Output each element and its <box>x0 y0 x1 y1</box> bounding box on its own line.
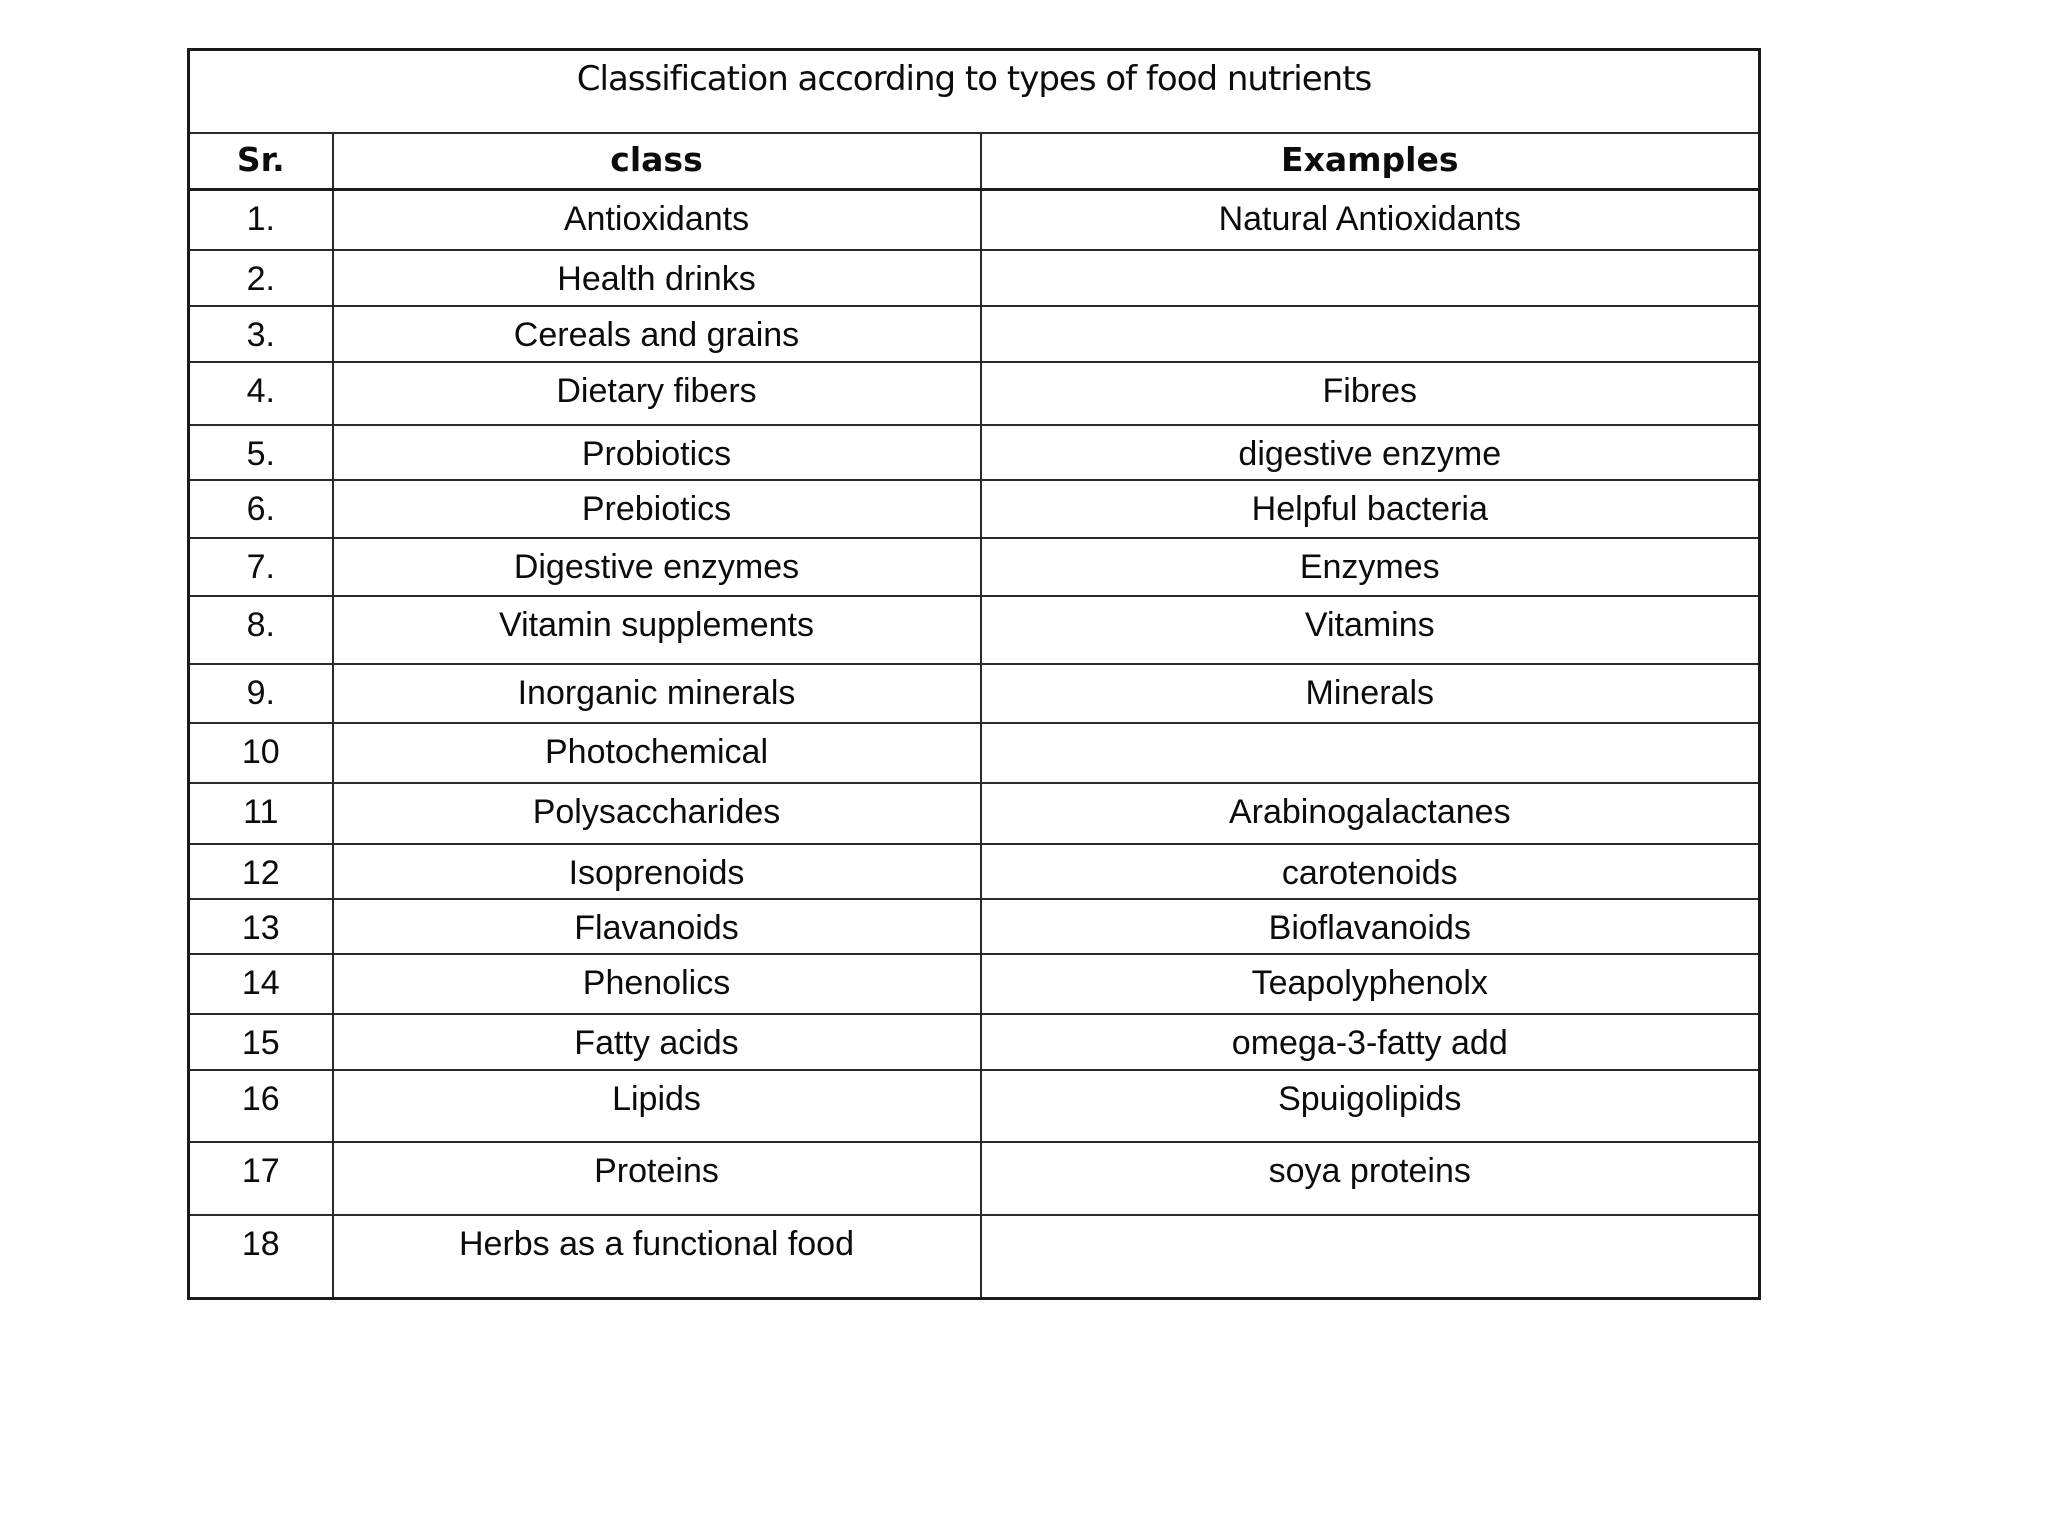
cell-class: Polysaccharides <box>331 781 982 845</box>
cell-example: Enzymes <box>979 536 1761 597</box>
cell-example: Fibres <box>979 360 1761 426</box>
cell-sr: 11 <box>187 781 334 845</box>
cell-sr: 9. <box>187 662 334 724</box>
column-header-sr: Sr. <box>187 131 334 191</box>
cell-sr: 3. <box>187 304 334 363</box>
cell-class: Inorganic minerals <box>331 662 982 724</box>
table-row: 14 Phenolics Teapolyphenolx <box>187 952 1761 1015</box>
cell-example <box>979 721 1761 784</box>
table-row: 18 Herbs as a functional food <box>187 1213 1761 1300</box>
cell-class: Cereals and grains <box>331 304 982 363</box>
table-row: 15 Fatty acids omega-3-fatty add <box>187 1012 1761 1071</box>
cell-example: carotenoids <box>979 842 1761 900</box>
cell-class: Proteins <box>331 1140 982 1216</box>
table-row: 2. Health drinks <box>187 248 1761 307</box>
cell-sr: 6. <box>187 478 334 539</box>
cell-example: digestive enzyme <box>979 423 1761 481</box>
table-row: 12 Isoprenoids carotenoids <box>187 842 1761 900</box>
table-row: 1. Antioxidants Natural Antioxidants <box>187 188 1761 251</box>
cell-sr: 1. <box>187 188 334 251</box>
table-row: 7. Digestive enzymes Enzymes <box>187 536 1761 597</box>
table-row: 11 Polysaccharides Arabinogalactanes <box>187 781 1761 845</box>
cell-sr: 4. <box>187 360 334 426</box>
cell-example: Arabinogalactanes <box>979 781 1761 845</box>
table-row: 17 Proteins soya proteins <box>187 1140 1761 1216</box>
cell-sr: 10 <box>187 721 334 784</box>
table-row: 8. Vitamin supplements Vitamins <box>187 594 1761 665</box>
cell-example: Helpful bacteria <box>979 478 1761 539</box>
table-row: 13 Flavanoids Bioflavanoids <box>187 897 1761 955</box>
cell-example <box>979 248 1761 307</box>
table-row: 10 Photochemical <box>187 721 1761 784</box>
cell-class: Fatty acids <box>331 1012 982 1071</box>
cell-example: Teapolyphenolx <box>979 952 1761 1015</box>
cell-class: Antioxidants <box>331 188 982 251</box>
cell-sr: 8. <box>187 594 334 665</box>
cell-example <box>979 1213 1761 1300</box>
cell-class: Lipids <box>331 1068 982 1143</box>
cell-class: Vitamin supplements <box>331 594 982 665</box>
title-row: Classification according to types of foo… <box>187 48 1761 134</box>
cell-sr: 5. <box>187 423 334 481</box>
cell-example <box>979 304 1761 363</box>
cell-class: Digestive enzymes <box>331 536 982 597</box>
cell-class: Photochemical <box>331 721 982 784</box>
cell-sr: 14 <box>187 952 334 1015</box>
table-row: 3. Cereals and grains <box>187 304 1761 363</box>
table-row: 4. Dietary fibers Fibres <box>187 360 1761 426</box>
table-title: Classification according to types of foo… <box>187 48 1761 134</box>
cell-class: Herbs as a functional food <box>331 1213 982 1300</box>
cell-class: Dietary fibers <box>331 360 982 426</box>
cell-sr: 13 <box>187 897 334 955</box>
cell-example: soya proteins <box>979 1140 1761 1216</box>
cell-sr: 7. <box>187 536 334 597</box>
header-row: Sr. class Examples <box>187 131 1761 191</box>
cell-example: omega-3-fatty add <box>979 1012 1761 1071</box>
cell-class: Isoprenoids <box>331 842 982 900</box>
cell-example: Spuigolipids <box>979 1068 1761 1143</box>
cell-sr: 17 <box>187 1140 334 1216</box>
table-row: 5. Probiotics digestive enzyme <box>187 423 1761 481</box>
table-row: 16 Lipids Spuigolipids <box>187 1068 1761 1143</box>
cell-example: Natural Antioxidants <box>979 188 1761 251</box>
cell-class: Phenolics <box>331 952 982 1015</box>
cell-class: Prebiotics <box>331 478 982 539</box>
table-row: 6. Prebiotics Helpful bacteria <box>187 478 1761 539</box>
column-header-class: class <box>331 131 982 191</box>
cell-class: Flavanoids <box>331 897 982 955</box>
cell-example: Vitamins <box>979 594 1761 665</box>
table-row: 9. Inorganic minerals Minerals <box>187 662 1761 724</box>
cell-sr: 2. <box>187 248 334 307</box>
cell-example: Minerals <box>979 662 1761 724</box>
cell-sr: 12 <box>187 842 334 900</box>
cell-example: Bioflavanoids <box>979 897 1761 955</box>
cell-sr: 15 <box>187 1012 334 1071</box>
cell-sr: 16 <box>187 1068 334 1143</box>
nutrients-table: Classification according to types of foo… <box>187 48 1762 1300</box>
cell-sr: 18 <box>187 1213 334 1300</box>
cell-class: Health drinks <box>331 248 982 307</box>
column-header-examples: Examples <box>979 131 1761 191</box>
cell-class: Probiotics <box>331 423 982 481</box>
